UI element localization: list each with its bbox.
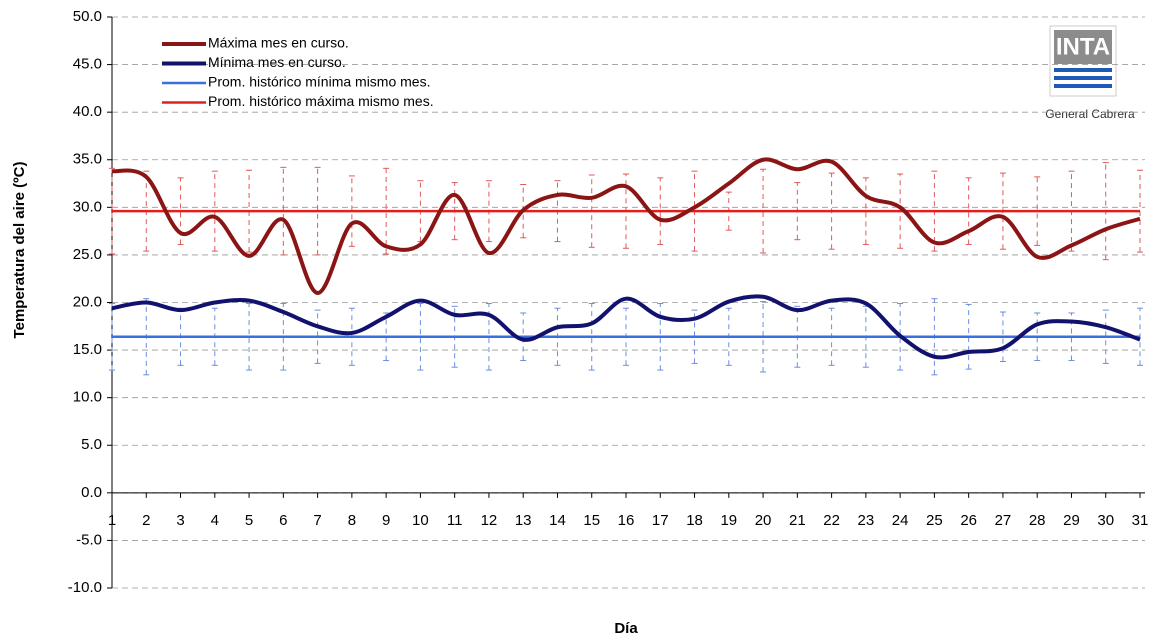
logo-subtitle: General Cabrera <box>1045 107 1135 121</box>
x-tick-label: 18 <box>686 512 703 529</box>
y-tick-label: 5.0 <box>81 436 102 453</box>
y-tick-label: -5.0 <box>76 531 102 548</box>
x-tick-label: 25 <box>926 512 943 529</box>
x-tick-label: 28 <box>1029 512 1046 529</box>
legend-label: Mínima mes en curso. <box>208 54 346 70</box>
x-axis-title: Día <box>614 620 638 637</box>
logo: INTA General Cabrera <box>1045 25 1135 121</box>
x-tick-label: 23 <box>858 512 875 529</box>
logo-stripe <box>1054 76 1112 80</box>
y-tick-label: -10.0 <box>68 579 102 596</box>
x-tick-label: 26 <box>960 512 977 529</box>
legend-label: Prom. histórico mínima mismo mes. <box>208 74 430 90</box>
y-tick-label: 40.0 <box>73 103 102 120</box>
x-tick-label: 5 <box>245 512 253 529</box>
x-tick-label: 9 <box>382 512 390 529</box>
logo-stripe <box>1054 68 1112 72</box>
x-tick-label: 17 <box>652 512 669 529</box>
x-tick-label: 30 <box>1097 512 1114 529</box>
x-tick-label: 8 <box>348 512 356 529</box>
x-tick-label: 1 <box>108 512 116 529</box>
series-line <box>111 157 1141 295</box>
x-tick-label: 20 <box>755 512 772 529</box>
y-tick-label: 45.0 <box>73 56 102 73</box>
x-tick-label: 4 <box>211 512 219 529</box>
y-tick-label: 50.0 <box>73 8 102 25</box>
y-tick-label: 15.0 <box>73 341 102 358</box>
x-tick-label: 31 <box>1132 512 1149 529</box>
x-tick-label: 10 <box>412 512 429 529</box>
x-tick-label: 22 <box>823 512 840 529</box>
logo-title: INTA <box>1056 33 1110 60</box>
logo-box <box>1054 30 1112 64</box>
x-tick-label: 15 <box>583 512 600 529</box>
x-tick-label: 6 <box>279 512 287 529</box>
x-tick-label: 29 <box>1063 512 1080 529</box>
legend-label: Prom. histórico máxima mismo mes. <box>208 93 434 109</box>
y-tick-label: 25.0 <box>73 246 102 263</box>
x-tick-label: 7 <box>313 512 321 529</box>
x-tick-label: 16 <box>618 512 635 529</box>
y-tick-label: 35.0 <box>73 151 102 168</box>
y-axis-title: Temperatura del aire (ºC) <box>11 162 28 339</box>
legend-label: Máxima mes en curso. <box>208 35 349 51</box>
y-tick-label: 30.0 <box>73 198 102 215</box>
x-tick-label: 12 <box>481 512 498 529</box>
logo-stripe <box>1054 84 1112 88</box>
x-tick-label: 13 <box>515 512 532 529</box>
x-tick-label: 19 <box>720 512 737 529</box>
y-tick-label: 0.0 <box>81 484 102 501</box>
x-tick-label: 21 <box>789 512 806 529</box>
x-tick-label: 27 <box>995 512 1012 529</box>
y-tick-label: 20.0 <box>73 293 102 310</box>
y-tick-label: 10.0 <box>73 389 102 406</box>
x-tick-label: 11 <box>447 512 463 529</box>
series-line <box>111 294 1141 360</box>
x-tick-label: 14 <box>549 512 566 529</box>
x-tick-label: 3 <box>176 512 184 529</box>
x-tick-label: 2 <box>142 512 150 529</box>
x-tick-label: 24 <box>892 512 909 529</box>
